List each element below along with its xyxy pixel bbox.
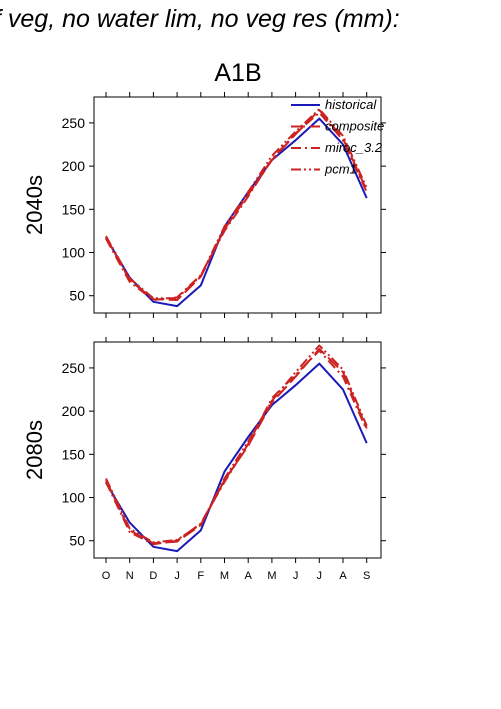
panel-2040s: 50 100 150 200 250 2040s historical composite mi… <box>22 92 386 318</box>
x-tick-label: M <box>267 570 276 582</box>
series-line-pcm1 <box>105 344 368 544</box>
series-line-composite <box>105 347 368 545</box>
x-tick-label: J <box>317 570 323 582</box>
y-tick-label: 100 <box>62 490 86 506</box>
y-tick-label: 150 <box>62 201 86 217</box>
chart-panels: 50 100 150 200 250 2040s historical composite mi… <box>22 92 386 582</box>
panel-label: 2040s <box>22 175 47 235</box>
legend-label: historical <box>325 97 377 112</box>
x-tick-label: O <box>102 570 111 582</box>
x-tick-label: D <box>149 570 157 582</box>
series-line-composite <box>105 109 368 301</box>
panel-2080s: 50 100 150 200 250 O N D J F M A M J J A S 2080s <box>22 337 386 582</box>
y-tick-label: 50 <box>69 533 85 549</box>
y-tick-label: 100 <box>62 245 86 261</box>
series-line-miroc-3-2 <box>105 111 368 301</box>
x-tick-label: J <box>174 570 180 582</box>
legend-label: pcm1 <box>324 162 357 177</box>
x-tick-label: S <box>363 570 370 582</box>
plot-frame <box>93 96 382 314</box>
x-tick-label: A <box>245 570 253 582</box>
panel-label: 2080s <box>22 420 47 480</box>
y-tick-label: 200 <box>62 158 86 174</box>
y-tick-label: 150 <box>62 446 86 462</box>
series-line-pcm1 <box>105 108 368 300</box>
y-tick-label: 250 <box>62 115 86 131</box>
x-tick-label: J <box>293 570 299 582</box>
series-line-historical <box>105 362 368 553</box>
plot-frame <box>93 341 382 559</box>
y-tick-label: 50 <box>69 288 85 304</box>
legend-label: miroc_3.2 <box>325 140 383 155</box>
y-tick-label: 250 <box>62 360 86 376</box>
legend-label: composite <box>325 119 384 134</box>
series-line-miroc-3-2 <box>105 349 368 546</box>
scenario-title: A1B <box>214 59 261 87</box>
x-tick-label: A <box>339 570 347 582</box>
y-tick-label: 200 <box>62 403 86 419</box>
page-title: f veg, no water lim, no veg res (mm): <box>0 5 400 33</box>
x-tick-label: F <box>197 570 204 582</box>
x-tick-label: N <box>126 570 134 582</box>
x-tick-label: M <box>220 570 229 582</box>
legend: historical composite miroc_3.2 pcm1 <box>291 97 384 177</box>
